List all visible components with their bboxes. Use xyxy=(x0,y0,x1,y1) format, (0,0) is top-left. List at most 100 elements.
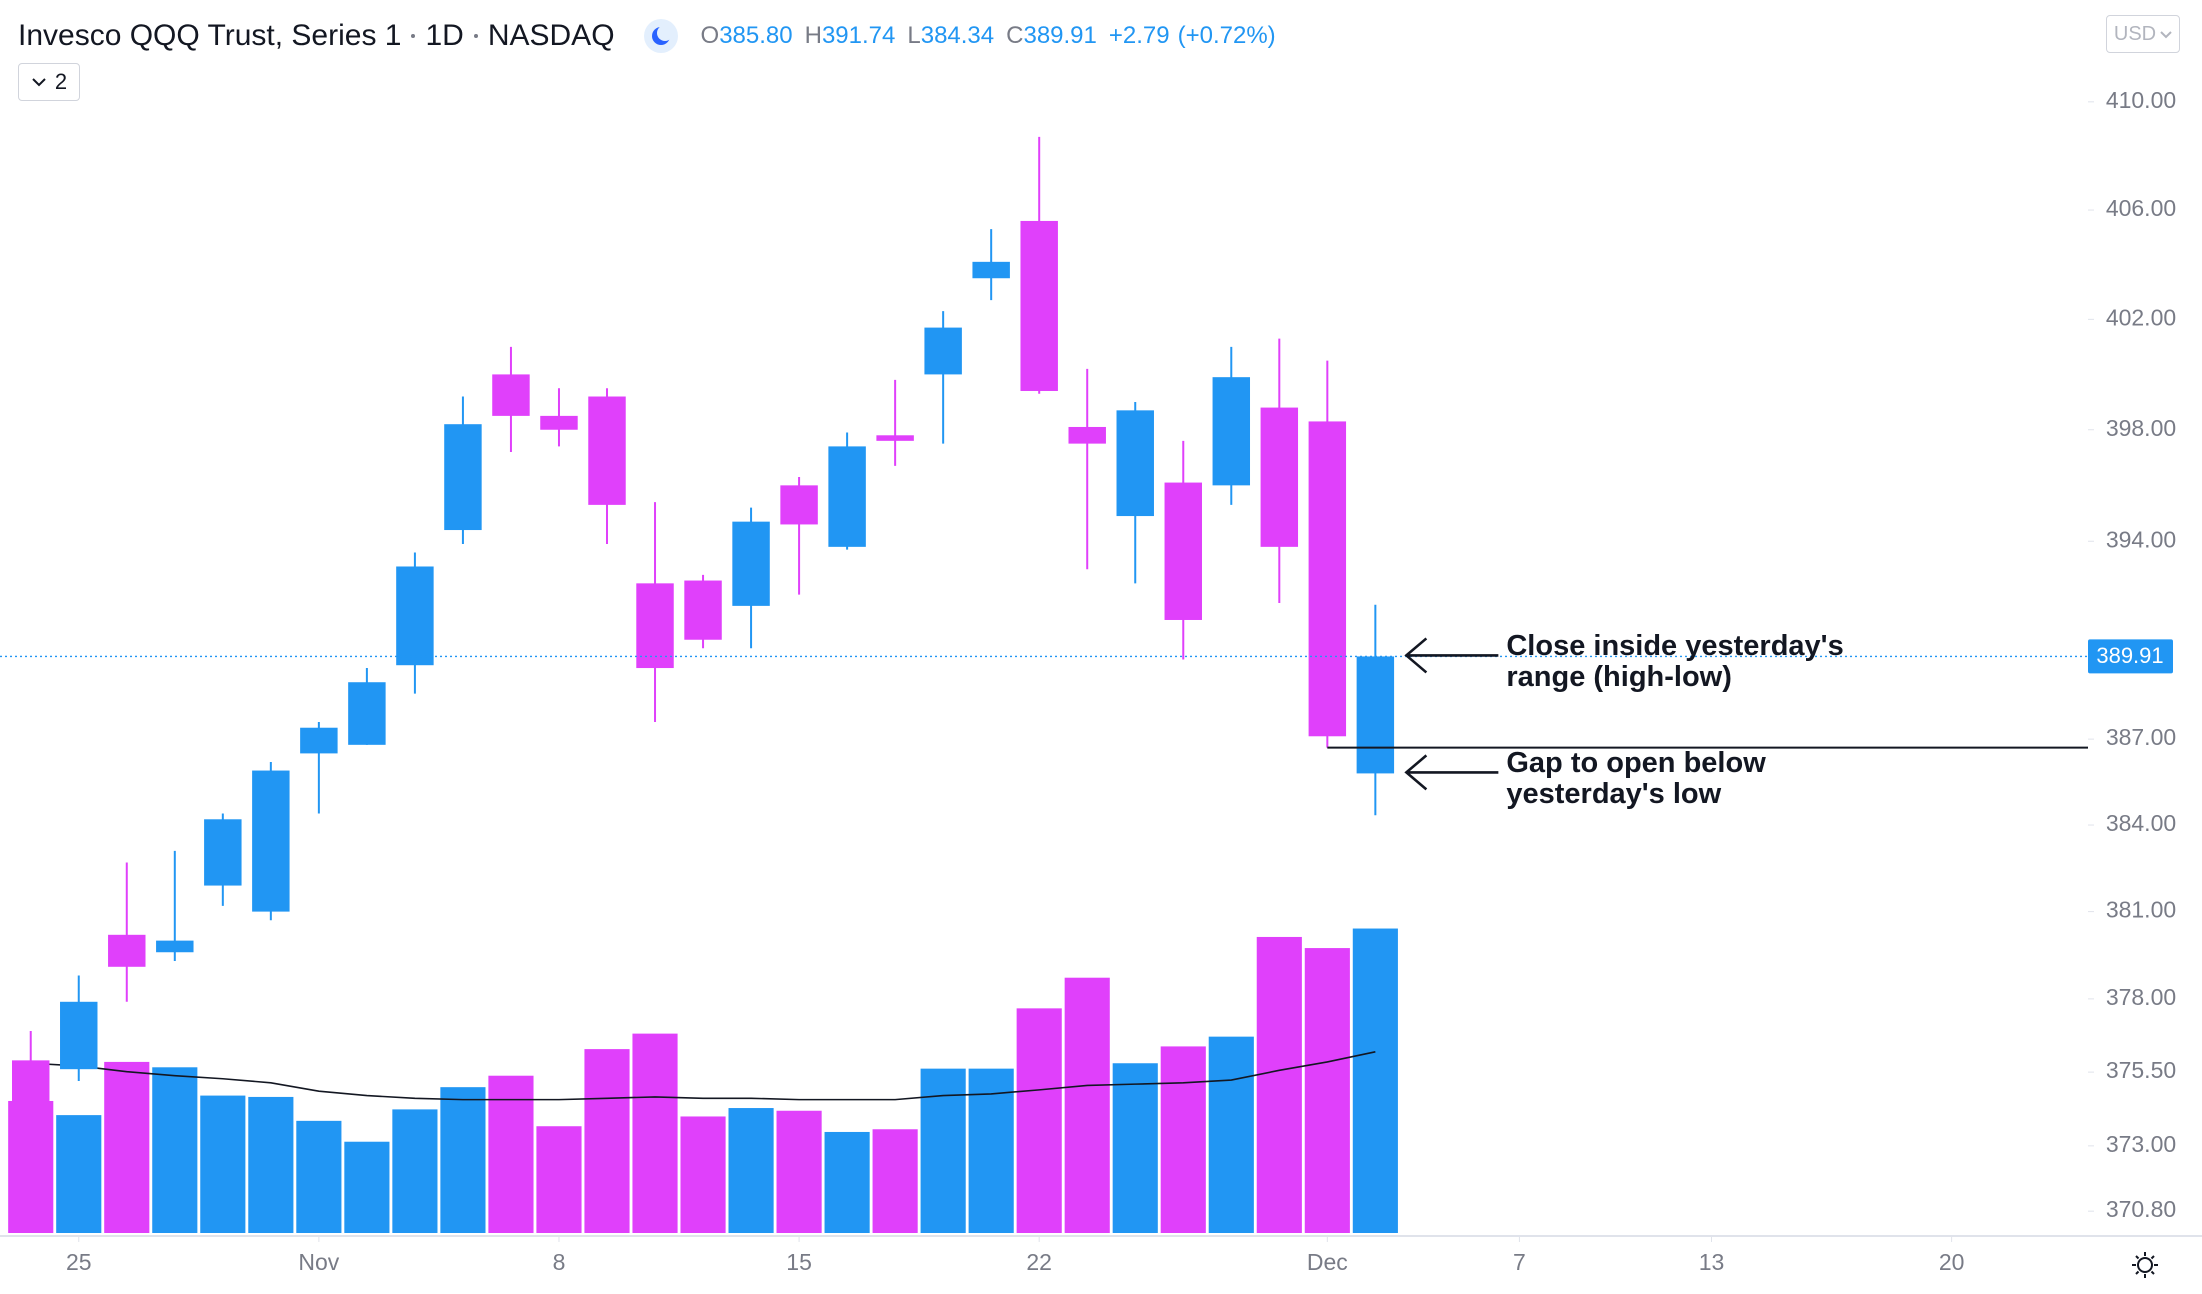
change: +2.79 xyxy=(1108,22,1170,49)
candle-body xyxy=(396,566,434,666)
y-tick-label: 394.00 xyxy=(2106,526,2176,552)
separator xyxy=(473,34,478,38)
candle-body xyxy=(732,521,770,606)
high-value: 391.74 xyxy=(821,22,896,49)
volume-bar xyxy=(1256,936,1302,1233)
candle-body xyxy=(12,1060,50,1108)
open-value: 385.80 xyxy=(719,22,793,49)
volume-bar xyxy=(584,1049,630,1233)
candle-body xyxy=(1260,407,1299,547)
y-tick-label: 384.00 xyxy=(2106,810,2176,836)
last-price-label: 389.91 xyxy=(2096,643,2163,668)
high-label: H xyxy=(804,22,822,49)
annotation-text: Close inside yesterday's xyxy=(1506,630,1843,662)
volume-bar xyxy=(824,1131,870,1233)
open-label: O xyxy=(700,22,720,49)
header: Invesco QQQ Trust, Series 1 1D NASDAQ O … xyxy=(18,14,1276,58)
candle-body xyxy=(828,446,866,547)
annotation-text: yesterday's low xyxy=(1506,778,1721,810)
candle-body xyxy=(444,424,482,531)
volume-bar xyxy=(152,1067,198,1233)
volume-bar xyxy=(8,1100,54,1233)
candle-body xyxy=(60,1001,98,1070)
x-tick-label: 13 xyxy=(1699,1249,1725,1275)
y-tick-label: 378.00 xyxy=(2106,984,2176,1010)
volume-bar xyxy=(680,1116,726,1233)
volume-bar xyxy=(296,1120,342,1233)
volume-bar xyxy=(1064,977,1110,1233)
volume-bar xyxy=(200,1095,246,1233)
annotation-text: Gap to open below xyxy=(1506,747,1766,779)
volume-ma-line xyxy=(30,1051,1376,1101)
candle-body xyxy=(972,261,1010,279)
low-label: L xyxy=(907,22,921,49)
chevron-icon xyxy=(2160,31,2172,39)
volume-bar xyxy=(248,1096,294,1233)
volume-bar xyxy=(1160,1046,1206,1233)
volume-bar xyxy=(56,1115,102,1233)
candle-body xyxy=(1068,426,1106,444)
settings-icon[interactable] xyxy=(2130,1250,2160,1280)
y-tick-label: 406.00 xyxy=(2106,195,2176,221)
annotation-arrow xyxy=(1404,637,1499,674)
volume-bar xyxy=(344,1141,390,1233)
candle-body xyxy=(1116,410,1154,517)
chevron-icon xyxy=(32,78,46,87)
market-status-icon[interactable] xyxy=(643,18,679,54)
volume-bar xyxy=(488,1075,534,1233)
x-tick-label: Dec xyxy=(1307,1249,1348,1275)
indicator-count: 2 xyxy=(54,69,68,94)
x-tick-label: 22 xyxy=(1026,1249,1052,1275)
y-tick-label: 402.00 xyxy=(2106,304,2176,330)
candle-body xyxy=(348,682,386,745)
axes: 410.00 406.00 402.00 398.00 394.00 387.00 384.… xyxy=(0,87,2202,1275)
y-tick-label: 387.00 xyxy=(2106,724,2176,750)
candle-body xyxy=(300,727,338,754)
x-tick-label: 25 xyxy=(66,1249,92,1275)
candle-body xyxy=(684,580,722,640)
x-tick-label: 20 xyxy=(1939,1249,1965,1275)
candle-body xyxy=(492,374,530,416)
low-value: 384.34 xyxy=(920,22,995,49)
candle-body xyxy=(252,770,290,912)
volume-bar xyxy=(872,1129,918,1233)
indicator-toggle[interactable]: 2 xyxy=(18,63,80,101)
annotation-arrow xyxy=(1404,754,1499,791)
close-value: 389.91 xyxy=(1023,22,1097,49)
last-price-box xyxy=(2088,639,2173,674)
interval[interactable]: 1D xyxy=(425,19,464,52)
volume-bar xyxy=(776,1110,822,1233)
volume-bar xyxy=(1352,928,1398,1233)
candle-body xyxy=(924,327,962,375)
x-tick-label: 7 xyxy=(1513,1249,1526,1275)
volume-bar xyxy=(632,1033,678,1233)
candle-body xyxy=(876,435,914,441)
y-tick-label: 381.00 xyxy=(2106,897,2176,923)
currency: USD xyxy=(2113,22,2157,45)
candle-body xyxy=(1020,220,1058,391)
y-tick-label: 373.00 xyxy=(2106,1131,2176,1157)
candle-body xyxy=(204,819,242,886)
volume-bar xyxy=(920,1068,966,1233)
separator xyxy=(411,34,416,38)
x-tick-label: 15 xyxy=(786,1249,812,1275)
volume-bar xyxy=(1016,1008,1062,1233)
annotation-text: range (high-low) xyxy=(1506,661,1732,693)
candle-body xyxy=(636,583,674,669)
plot-area xyxy=(8,136,1398,1233)
candle-body xyxy=(1356,656,1395,774)
candle-body xyxy=(1212,377,1251,486)
volume-bar xyxy=(728,1108,774,1233)
exchange: NASDAQ xyxy=(487,19,615,52)
candle-body xyxy=(588,396,626,505)
x-tick-label: 8 xyxy=(553,1249,566,1275)
close-label: C xyxy=(1006,22,1024,49)
volume-bar xyxy=(104,1061,150,1233)
y-tick-label: 375.50 xyxy=(2106,1057,2176,1083)
candle-body xyxy=(540,415,578,430)
volume-bar xyxy=(1112,1063,1158,1233)
y-tick-label: 370.80 xyxy=(2106,1196,2176,1222)
currency-button[interactable]: USD xyxy=(2106,15,2180,53)
